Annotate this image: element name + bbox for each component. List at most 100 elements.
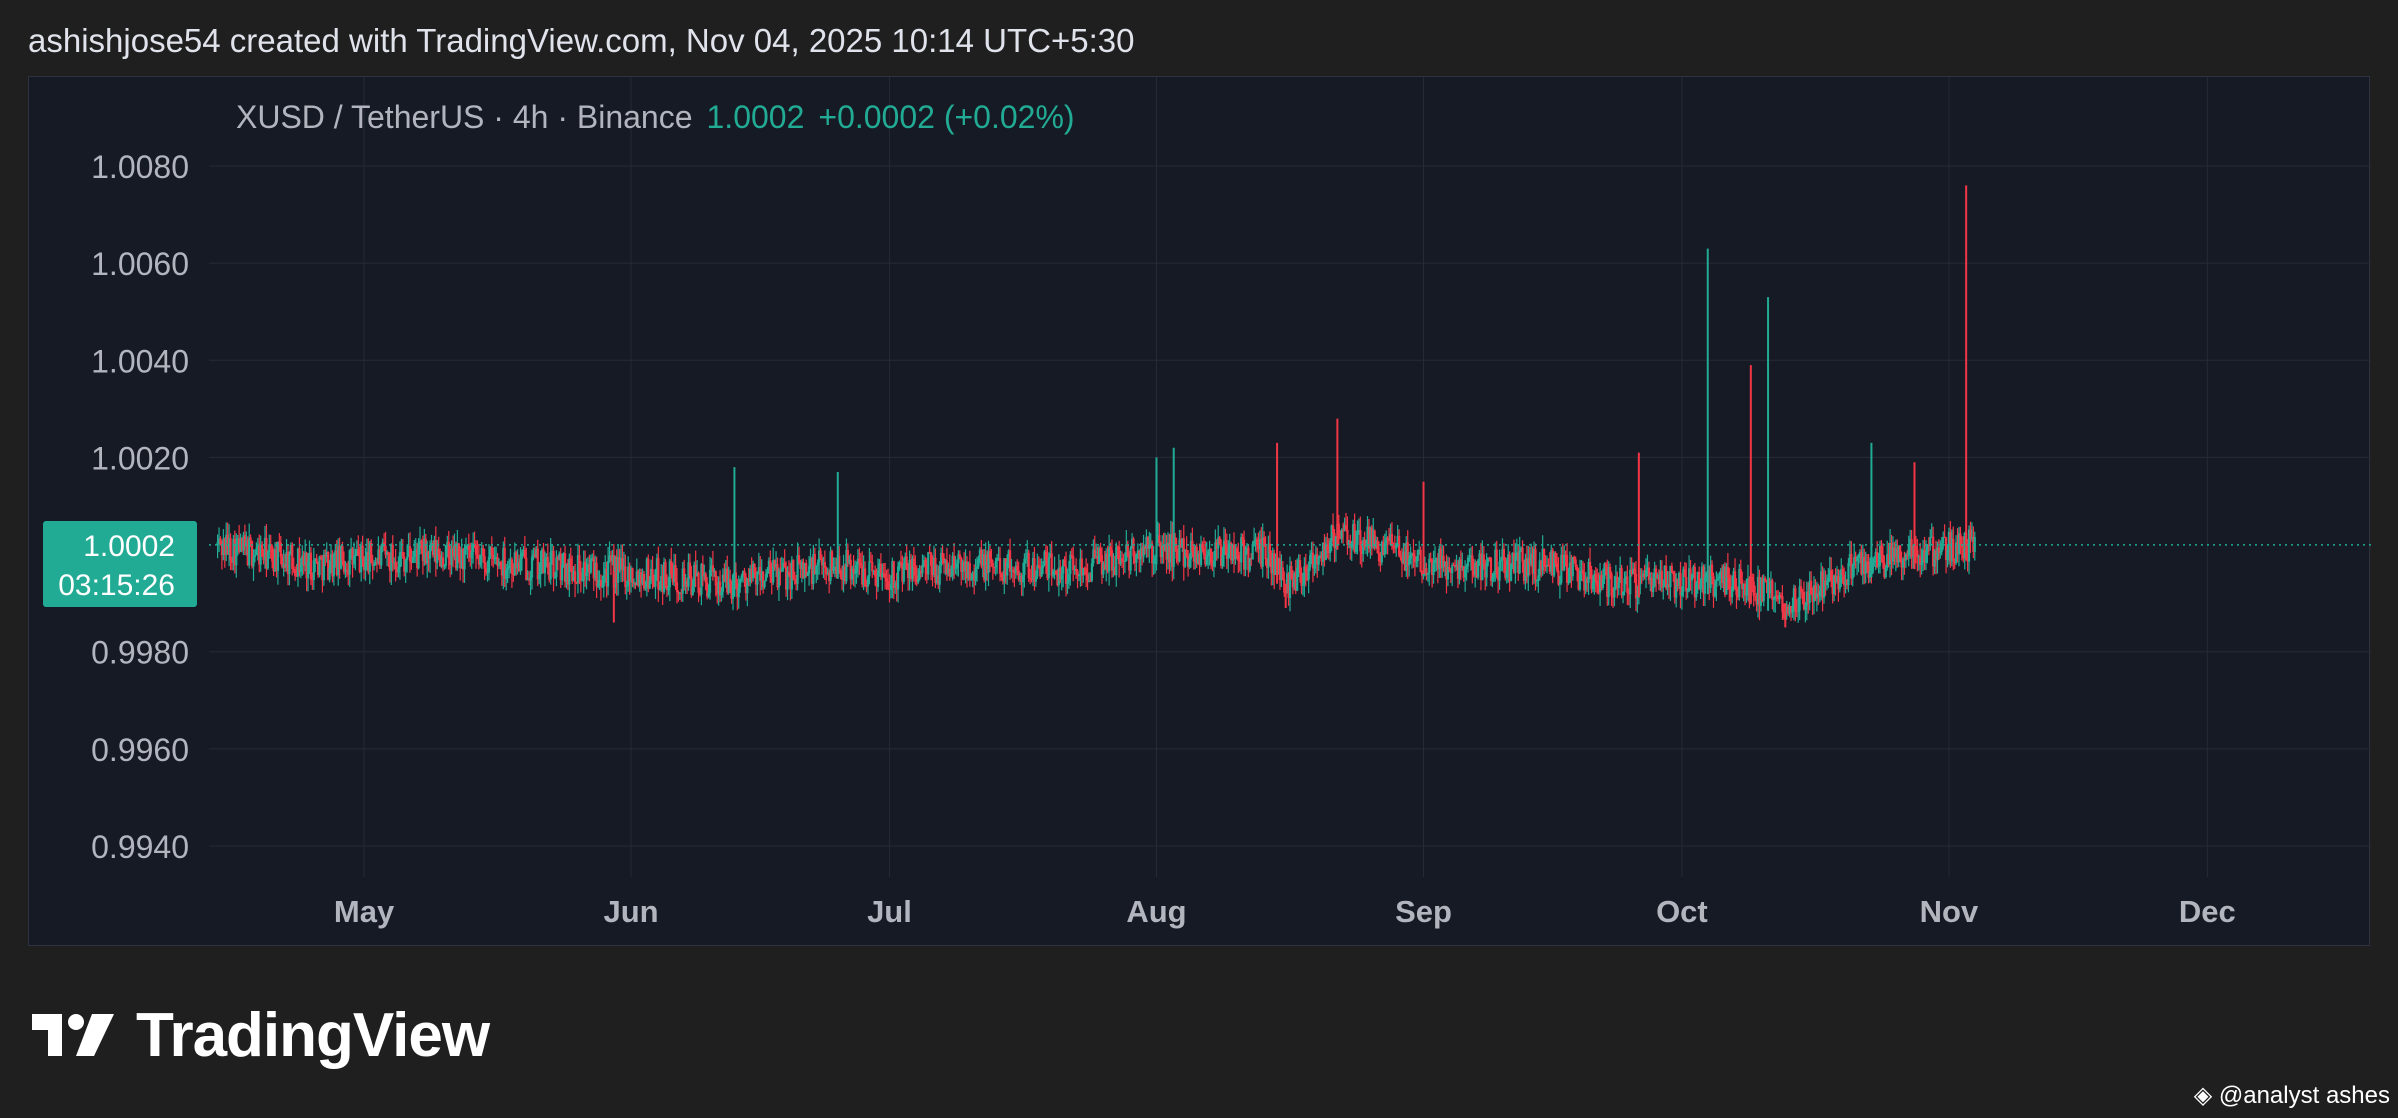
candle-body [934, 557, 937, 584]
candle-body [750, 568, 753, 579]
candle-body [1621, 591, 1625, 596]
candle-body [1192, 551, 1195, 562]
candle-body [371, 562, 374, 566]
candle-body [1456, 564, 1460, 579]
candle-body [1356, 530, 1359, 545]
candle-body [500, 562, 503, 576]
candle-body [1614, 576, 1617, 587]
candle-body [328, 567, 331, 580]
candle-body [1350, 542, 1353, 548]
candle-body [1845, 579, 1849, 585]
candle-body [1609, 567, 1612, 574]
candle-body [454, 545, 458, 569]
candle-body [938, 566, 941, 585]
candle-body [1188, 559, 1191, 568]
candle-body [921, 564, 924, 574]
candle-body [1342, 530, 1345, 532]
candle-body [1373, 530, 1376, 548]
candle-body [1835, 576, 1839, 582]
candle-body [1731, 586, 1734, 598]
candle-body [1085, 568, 1088, 575]
candle-body [1857, 554, 1860, 559]
candle-body [1718, 576, 1721, 579]
candle-body [1521, 547, 1524, 562]
candle-body [1840, 569, 1843, 584]
candle-body [846, 549, 849, 563]
candle-body [912, 558, 915, 568]
symbol-legend[interactable]: XUSD / TetherUS · 4h · Binance 1.0002 +0.0… [236, 99, 1075, 136]
candle-body [566, 563, 569, 585]
candle-body [222, 538, 225, 556]
candle-body [243, 535, 246, 547]
candle-body [767, 560, 770, 572]
candle-body [536, 548, 539, 580]
candle-body [408, 546, 412, 562]
candle-body [1705, 573, 1708, 578]
candle-body [954, 567, 957, 569]
candle-body [406, 557, 409, 561]
candle-body [693, 564, 696, 587]
candle-body [947, 568, 950, 574]
candle-body [1380, 541, 1383, 563]
candle-body [997, 557, 1000, 559]
candle-body [1362, 539, 1365, 555]
candle-body [835, 566, 838, 574]
candle-body [1204, 554, 1207, 565]
candle-body [993, 567, 996, 569]
candle-body [350, 548, 353, 551]
candle-body [673, 565, 676, 583]
candle-body [584, 562, 587, 576]
candle-body [1372, 530, 1375, 547]
candle-body [538, 574, 541, 580]
candle-body [1353, 524, 1356, 553]
candle-body [414, 549, 417, 551]
candle-body [730, 583, 733, 599]
candle-body [713, 571, 716, 573]
candle-body [440, 557, 443, 567]
chart-panel[interactable]: 1.0080 1.0060 1.0040 1.0020 0.9980 0.9960 0.99… [28, 76, 2371, 947]
candle-body [741, 570, 745, 576]
candle-body [1306, 572, 1309, 580]
candle-body [1146, 536, 1149, 549]
candle-body [743, 570, 746, 577]
candlestick-chart[interactable]: 1.0080 1.0060 1.0040 1.0020 0.9980 0.9960 0.99… [29, 77, 2371, 947]
candle-body [606, 561, 610, 587]
candle-body [698, 592, 702, 595]
candle-body [1232, 544, 1236, 560]
candle-body [383, 542, 386, 546]
candle-body [652, 580, 656, 587]
candle-body [721, 574, 725, 592]
candle-body [717, 581, 720, 595]
candle-body [325, 551, 328, 557]
candle-body [364, 556, 367, 570]
candle-body [1314, 554, 1317, 564]
candle-body [1630, 569, 1633, 575]
candle-body [1649, 577, 1652, 581]
candle-body [759, 567, 762, 581]
candle-body [922, 560, 926, 565]
candle-body [272, 561, 275, 572]
candle-body [957, 554, 960, 564]
candle-body [1034, 576, 1038, 582]
candle-body [1538, 560, 1541, 576]
candle-body [317, 561, 320, 576]
candle-body [1959, 533, 1962, 545]
candle-body [1472, 569, 1475, 576]
candle-body [434, 540, 437, 563]
candle-body [648, 580, 651, 589]
candle-body [878, 563, 881, 571]
candle-body [1019, 575, 1022, 580]
candle-body [483, 556, 486, 569]
candle-body [1152, 560, 1155, 564]
candle-body [424, 538, 427, 564]
candle-body [1209, 548, 1213, 564]
candle-body [393, 562, 396, 564]
tradingview-logo-icon [32, 1013, 114, 1056]
candle-body [1258, 538, 1261, 550]
candle-body [1777, 597, 1780, 600]
candle-body [423, 538, 426, 561]
candle-body [1837, 576, 1840, 590]
candle-body [1291, 579, 1294, 588]
candle-body [347, 570, 350, 575]
candle-body [394, 562, 397, 570]
